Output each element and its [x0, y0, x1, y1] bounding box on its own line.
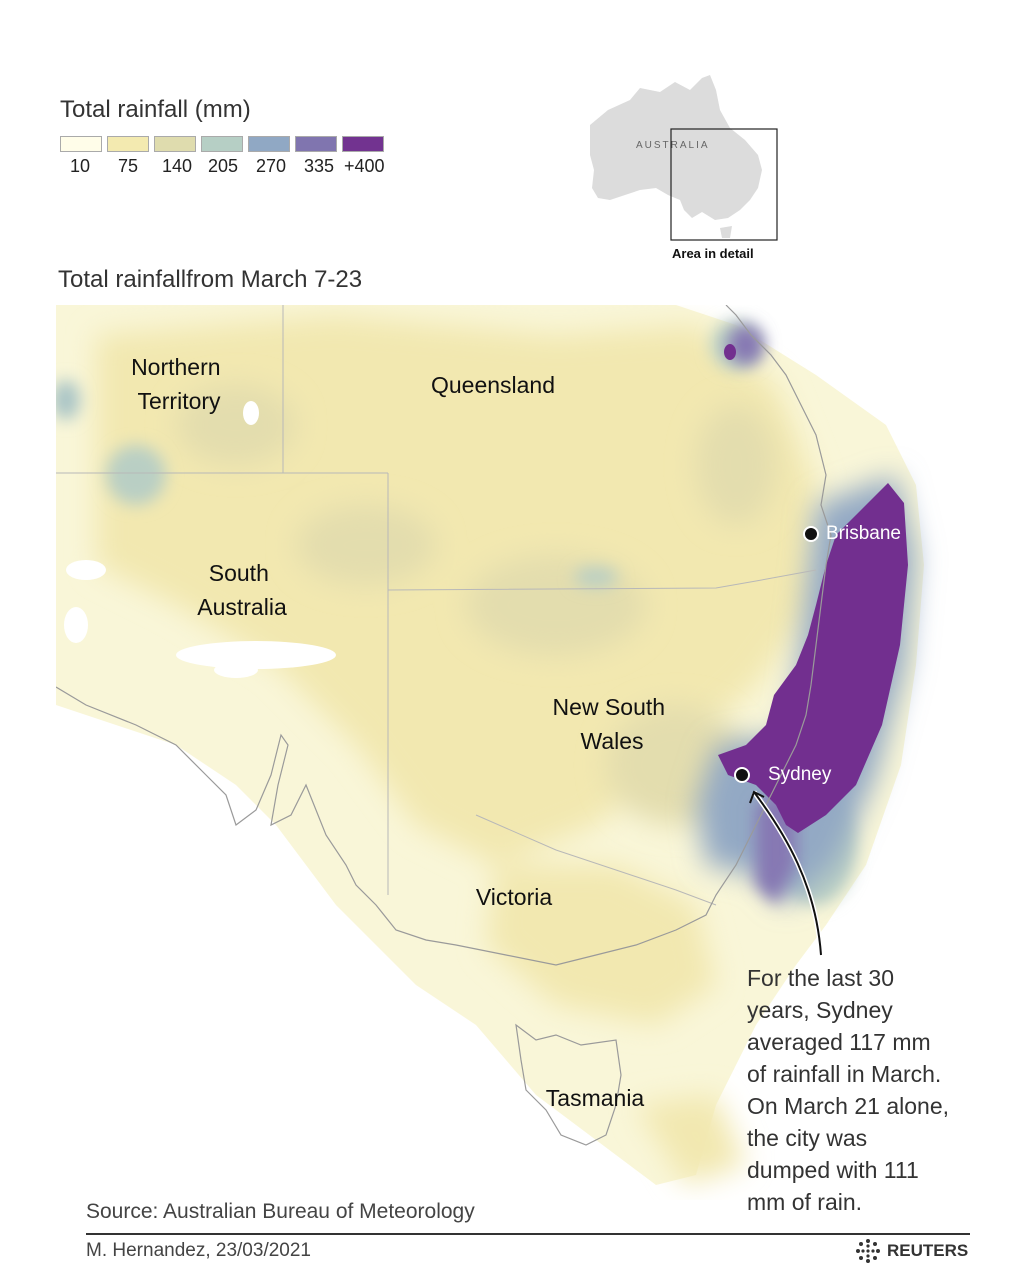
- legend-swatch-75: [107, 136, 149, 152]
- annotation-line: For the last 30: [747, 965, 895, 991]
- annotation-line: years, Sydney: [747, 997, 893, 1023]
- legend-label: 75: [118, 156, 139, 176]
- brand-name: REUTERS: [887, 1241, 969, 1260]
- region-label-northern-territory: Northern Territory: [131, 354, 227, 414]
- borders: [56, 305, 817, 906]
- tasmania-outline: [515, 1023, 622, 1146]
- dry-gaps: [64, 401, 336, 678]
- sydney-annotation: For the last 30 years, Sydney averaged 1…: [747, 962, 977, 1218]
- inset-tasmania-shape: [720, 226, 732, 238]
- rainfall-map: Northern Territory Queensland South Aust…: [56, 305, 924, 1185]
- inset-locator-map: AUSTRALIA: [590, 75, 778, 241]
- border-qld-nsw: [387, 569, 817, 591]
- credit-line: M. Hernandez, 23/03/2021: [86, 1240, 311, 1261]
- legend-label: 270: [256, 156, 287, 176]
- annotation-line: mm of rain.: [747, 1189, 863, 1215]
- legend-swatch-270: [248, 136, 290, 152]
- rainfall-band-400: [718, 483, 908, 833]
- inset-detail-box: [670, 128, 778, 241]
- city-brisbane: Brisbane: [803, 523, 901, 544]
- annotation-line: averaged 117 mm: [747, 1029, 931, 1055]
- city-label-brisbane: Brisbane: [826, 523, 901, 544]
- city-sydney: Sydney: [734, 764, 832, 785]
- annotation-arrow-line: [753, 791, 822, 956]
- legend-label: 335: [304, 156, 335, 176]
- city-marker-sydney: [734, 767, 750, 783]
- footer-divider: [86, 1233, 970, 1235]
- legend-label: 205: [208, 156, 239, 176]
- annotation-line: of rainfall in March.: [747, 1061, 942, 1087]
- inset-country-label: AUSTRALIA: [636, 140, 710, 151]
- inset-australia-shape: [590, 75, 762, 220]
- legend-labels: 10 75 140 205 270 335 +400: [60, 156, 400, 180]
- region-label-tasmania: Tasmania: [546, 1085, 645, 1111]
- annotation-line: dumped with 111: [747, 1157, 919, 1183]
- region-label-new-south-wales: New South Wales: [553, 694, 672, 754]
- legend-swatch-400: [342, 136, 384, 152]
- legend-swatch-140: [154, 136, 196, 152]
- region-label-victoria: Victoria: [476, 884, 552, 910]
- region-label-queensland: Queensland: [431, 372, 555, 398]
- legend-label: 140: [162, 156, 193, 176]
- city-marker-brisbane: [803, 526, 819, 542]
- annotation-line: On March 21 alone,: [747, 1093, 950, 1119]
- legend-swatches: [60, 136, 384, 152]
- legend-label: 10: [70, 156, 91, 176]
- region-label-south-australia: South Australia: [197, 560, 287, 620]
- legend-title: Total rainfall (mm): [60, 96, 251, 123]
- brand: REUTERS: [855, 1238, 968, 1264]
- legend-swatch-335: [295, 136, 337, 152]
- annotation-arrowhead: [749, 790, 765, 804]
- map-title: Total rainfallfrom March 7-23: [58, 266, 363, 293]
- inset-caption: Area in detail: [672, 246, 754, 261]
- reuters-logo-icon: [856, 1239, 880, 1263]
- coastline: [56, 305, 832, 966]
- annotation-line: the city was: [747, 1125, 868, 1151]
- legend-swatch-10: [60, 136, 102, 152]
- border-nsw-vic: [475, 814, 717, 906]
- legend-swatch-205: [201, 136, 243, 152]
- city-label-sydney: Sydney: [768, 764, 832, 785]
- rainfall-spot-400: [724, 344, 736, 360]
- legend-label: +400: [344, 156, 385, 176]
- source-note: Source: Australian Bureau of Meteorology: [86, 1200, 475, 1223]
